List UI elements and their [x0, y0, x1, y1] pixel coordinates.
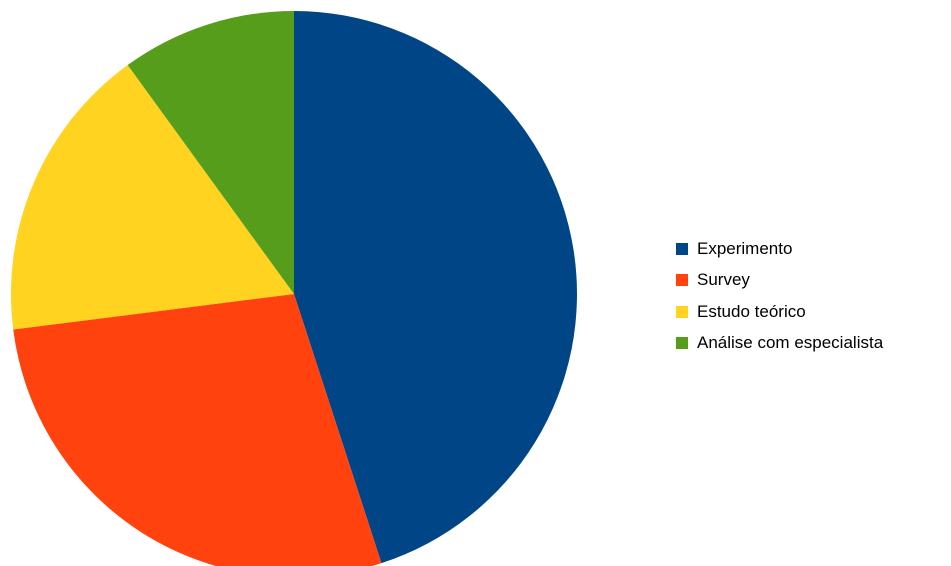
legend-swatch-experimento — [676, 242, 688, 255]
legend-swatch-survey — [676, 274, 688, 287]
legend-label-estudo-teorico: Estudo teórico — [697, 301, 806, 321]
legend-item-survey: Survey — [676, 265, 883, 297]
legend-label-experimento: Experimento — [697, 238, 793, 258]
pie-slice-analise-com-especialista — [127, 11, 294, 294]
legend-item-estudo-teorico: Estudo teórico — [676, 296, 883, 328]
legend-item-analise-com-especialista: Análise com especialista — [676, 328, 883, 360]
legend-swatch-estudo-teorico — [676, 305, 688, 318]
pie-slice-survey — [13, 294, 382, 566]
pie-slice-experimento — [294, 11, 578, 564]
legend: Experimento Survey Estudo teórico Anális… — [676, 233, 883, 359]
pie-slice-estudo-teorico — [10, 65, 294, 330]
legend-item-experimento: Experimento — [676, 233, 883, 265]
legend-label-analise-com-especialista: Análise com especialista — [697, 333, 884, 353]
legend-swatch-analise-com-especialista — [676, 337, 688, 350]
legend-label-survey: Survey — [697, 270, 750, 290]
